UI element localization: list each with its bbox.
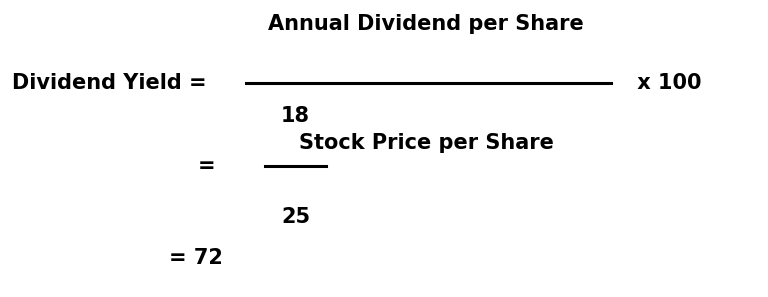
Text: 18: 18 <box>281 106 310 126</box>
Text: =: = <box>198 156 223 176</box>
Text: Dividend Yield =: Dividend Yield = <box>12 73 214 93</box>
Text: = 72: = 72 <box>169 248 223 268</box>
Text: Annual Dividend per Share: Annual Dividend per Share <box>268 14 584 34</box>
Text: Stock Price per Share: Stock Price per Share <box>299 132 554 153</box>
Text: 25: 25 <box>281 207 310 227</box>
Text: x 100: x 100 <box>630 73 701 93</box>
